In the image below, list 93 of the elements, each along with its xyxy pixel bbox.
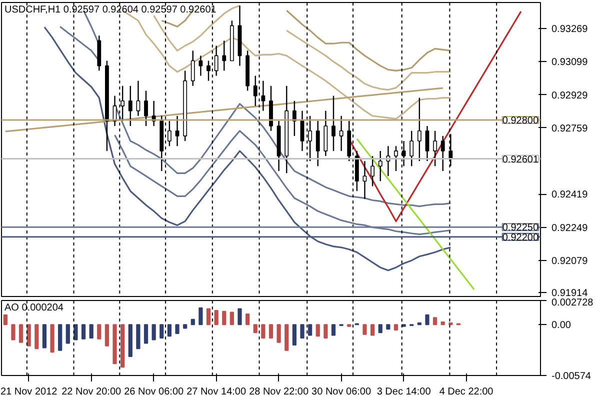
bar [112,324,117,364]
candlestick [433,130,438,167]
bar [331,324,336,336]
bar [66,324,70,344]
bar [425,314,430,326]
candlestick [410,130,414,167]
candlestick [339,115,344,152]
candlestick [136,80,140,116]
bar [50,324,54,353]
bar [128,324,132,358]
candlestick [332,95,336,152]
bar [276,324,281,343]
bar [238,308,242,326]
x-tick-label: 27 Nov 14:00 [186,386,246,398]
bar [120,324,125,368]
bar [136,324,140,350]
candlestick [300,110,304,152]
candlestick [394,145,398,172]
bar [324,324,328,338]
bar [175,324,180,334]
x-tick-label: 4 Dec 22:00 [439,386,494,398]
bar [152,324,156,340]
candlestick [370,155,375,187]
bar [18,324,24,343]
y-tick-label: 0.92929 [552,90,588,102]
bar [432,317,438,326]
bar [81,324,86,340]
y-tick-label: 0.92419 [552,190,588,201]
x-tick-label: 28 Nov 22:00 [249,386,309,398]
candlestick [417,97,422,162]
bar [362,324,367,335]
bar [74,324,78,340]
y-tick-label: 0.93269 [552,24,588,36]
bar [89,324,94,338]
y-tick-label: 0.92079 [552,256,588,267]
line-series [356,138,475,290]
bar [284,324,289,351]
candlestick [198,55,203,76]
bar [230,312,234,326]
bar [246,314,250,326]
bar [440,322,445,326]
y-tick-label: 0.92249 [552,222,588,234]
candlestick [425,125,430,162]
bar [370,324,375,336]
bar [183,324,188,329]
bar [214,310,218,326]
candlestick [175,115,180,147]
y-tick-label: 0.91914 [552,288,588,300]
bar [394,324,398,330]
bar [253,324,258,334]
bar [97,324,102,340]
x-tick-label: 3 Dec 14:00 [376,386,432,398]
candlestick [128,85,132,127]
x-tick-label: 30 Nov 06:00 [312,386,372,398]
bar [42,324,47,348]
bar [292,324,296,346]
ref-line-label: 0.92601 [502,154,539,166]
y-tick-label: 0.93099 [552,57,588,68]
chart-title: AO 0.000204 [4,302,64,314]
bar [198,307,203,326]
candlestick [316,120,320,167]
bar [160,324,164,338]
bar [378,324,382,334]
bar [261,324,266,338]
bar [268,324,274,338]
x-tick-label: 21 Nov 2012 [0,386,58,398]
bar [222,310,226,326]
bar [316,324,320,337]
bar [300,324,304,338]
y-tick-label: -0.00574 [552,371,592,382]
candlestick [190,50,195,86]
y-tick-label: 0.002728 [552,298,594,308]
candlestick [222,40,226,72]
candlestick [144,90,148,127]
bar [206,308,211,326]
bar [167,324,172,337]
y-tick-label: 0.00 [552,320,572,332]
bar [308,324,312,336]
bar [104,324,110,346]
y-tick-label: 0.92759 [552,123,588,134]
bar [144,324,148,344]
candlestick [362,160,367,200]
bar [11,324,16,340]
bar [26,324,31,346]
bar [58,324,62,351]
candlestick [378,150,382,182]
bar [3,314,8,326]
candlestick [440,135,445,172]
x-tick-label: 26 Nov 06:00 [124,386,184,398]
bar [34,324,39,350]
bar [386,324,390,330]
bar [190,318,195,326]
x-tick-label: 22 Nov 20:00 [62,386,122,398]
